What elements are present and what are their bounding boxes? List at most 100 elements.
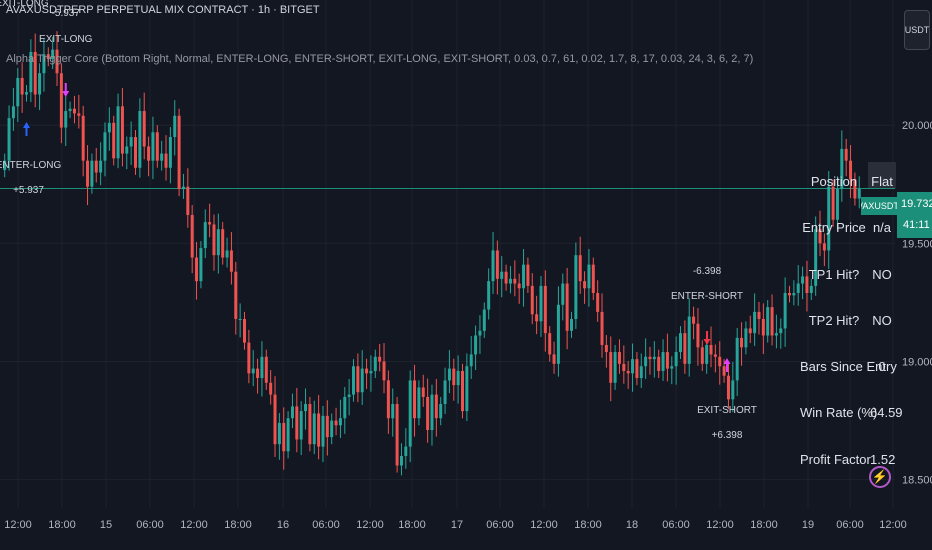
currency-button[interactable]: USDT [904,10,930,50]
candle-body [168,137,172,168]
candle-body [147,146,151,161]
candle-body [212,224,216,256]
candle-body [548,333,552,355]
candle-body [221,229,225,258]
candle-body [360,368,364,393]
candle-body [543,285,547,334]
candle-body [853,179,857,199]
candle-body [86,160,90,187]
candle-body [809,285,813,293]
candle-body [51,49,55,60]
candle-body [103,132,107,161]
candle-body [504,271,508,284]
x-tick-label: 18 [626,519,638,531]
candle-body [443,380,447,405]
stat-value: Flat [871,174,893,189]
candle-body [822,243,826,251]
candle-body [626,370,630,374]
x-tick-label: 18:00 [574,519,602,531]
candle-body [508,278,512,284]
candle-body [491,250,495,282]
candle-body [391,404,395,419]
stat-label: Win Rate (%) [800,405,878,420]
candle-body [583,281,587,289]
candle-body [55,49,59,74]
stat-value: 1.52 [870,452,896,467]
candle-body [552,354,556,364]
candle-body [417,387,421,419]
candle-body [591,264,595,293]
x-tick-label: 17 [451,519,463,531]
indicator-legend[interactable]: Alpha Trigger Core (Bottom Right, Normal… [6,53,754,65]
y-tick-label: 19.500 [902,238,932,250]
candle-body [783,292,787,329]
y-tick-label: 18.500 [902,475,932,487]
candle-body [373,356,377,371]
x-tick-label: 16 [277,519,289,531]
candle-body [849,160,853,180]
y-tick-label: 19.000 [902,357,932,369]
candle-body [247,342,251,374]
candle-body [308,404,312,445]
candle-body [77,113,81,116]
candle-body [356,366,360,393]
candle-body [570,318,573,331]
candle-body [648,356,652,360]
candle-body [661,352,665,371]
candle-body [216,229,220,256]
candle-body [805,276,809,293]
candle-body [753,311,757,334]
candle-body [517,283,521,289]
candle-body [68,108,72,112]
candle-body [439,404,443,419]
candle-body [726,375,730,400]
candle-body [125,146,129,154]
candle-body [365,368,369,374]
candle-body [59,73,63,128]
candle-body [20,77,24,95]
candle-body [565,283,569,331]
candle-body [617,352,621,364]
candle-body [631,359,635,374]
stat-value: NO [872,313,892,328]
chart-title: AVAXUSDTPERP PERPETUAL MIX CONTRACT · 1h… [6,4,320,16]
x-tick-label: 19 [802,519,814,531]
price-axis [895,0,932,550]
candle-body [683,333,687,364]
candle-body [129,137,133,147]
bolt-icon[interactable]: ⚡ [869,466,891,488]
candle-body [696,323,700,348]
candle-body [774,333,778,336]
x-tick-label: 18:00 [398,519,426,531]
candle-body [814,229,818,286]
stat-label: Position [810,174,858,189]
candle-body [748,328,752,334]
candle-body [779,328,783,334]
stat-value: 0 [878,359,886,374]
candle-body [181,186,185,190]
last-price: 19.732 [901,198,932,210]
stat-label: Bars Since Entry [800,359,897,374]
candle-body [11,106,15,119]
candle-body [243,318,246,343]
candle-body [151,132,155,161]
candle-body [321,415,325,447]
candle-body [273,394,277,445]
candle-body [818,229,822,244]
candle-body [369,370,373,374]
candle-body [722,366,726,376]
candle-body [622,363,626,371]
up-arrow-icon [23,122,30,136]
candle-body [426,396,430,431]
candle-body [277,422,281,445]
candle-body [138,111,142,168]
candle-body [120,106,124,154]
candle-body [578,255,582,282]
stat-row-bars-since-entry: Bars Since Entry 0 [800,359,897,377]
candle-body [674,352,678,367]
candle-body [46,54,50,60]
x-tick-label: 06:00 [836,519,864,531]
candle-body [378,356,382,362]
stat-row-position: Position Flat [800,174,895,192]
